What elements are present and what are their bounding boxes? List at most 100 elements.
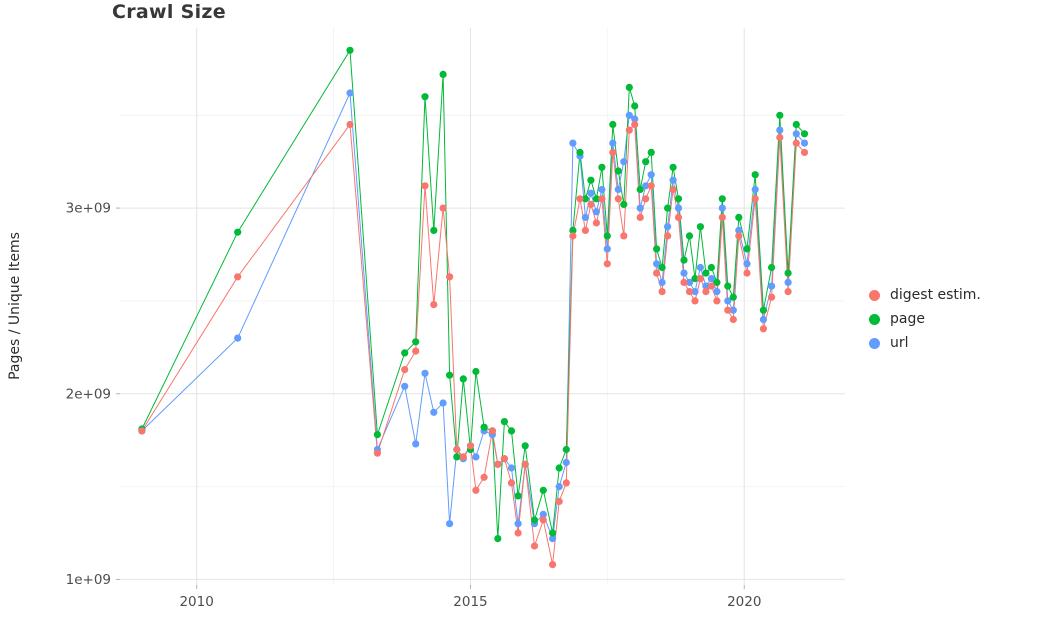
data-point <box>647 171 655 179</box>
data-point <box>555 483 563 491</box>
data-point <box>702 282 710 290</box>
data-point <box>664 204 672 212</box>
data-point <box>751 195 759 203</box>
data-point <box>562 445 570 454</box>
legend-label: digest estim. <box>890 287 981 303</box>
data-point <box>702 269 710 277</box>
data-point <box>680 256 688 264</box>
data-point <box>680 278 688 286</box>
data-point <box>713 278 721 286</box>
digest-point-icon <box>869 289 880 301</box>
data-point <box>514 529 522 537</box>
data-point <box>631 120 639 129</box>
data-point <box>430 408 438 416</box>
data-point <box>439 70 447 78</box>
data-point <box>743 269 751 277</box>
data-point <box>759 306 768 314</box>
data-point <box>587 176 595 184</box>
data-point <box>669 176 677 184</box>
data-point <box>507 427 516 435</box>
data-point <box>614 195 622 203</box>
data-point <box>421 182 429 190</box>
data-point <box>707 263 716 272</box>
data-point <box>800 148 809 156</box>
data-point <box>751 185 759 194</box>
data-point <box>234 334 242 342</box>
data-point <box>598 195 606 203</box>
data-point <box>234 228 242 236</box>
data-point <box>784 288 792 296</box>
url-point-icon <box>869 337 880 349</box>
data-point <box>614 167 622 175</box>
data-point <box>507 479 516 487</box>
data-point <box>653 269 661 277</box>
data-point <box>581 226 590 234</box>
data-point <box>729 315 737 324</box>
data-point <box>691 297 699 305</box>
data-point <box>642 158 650 166</box>
data-point <box>373 449 381 457</box>
data-point <box>539 486 547 494</box>
data-point <box>784 269 792 277</box>
data-point <box>598 163 606 171</box>
data-point <box>521 460 529 468</box>
y-tick-label: 3e+09 <box>66 201 111 217</box>
data-point <box>713 297 721 305</box>
data-point <box>696 275 705 283</box>
data-point <box>685 288 694 296</box>
data-point <box>625 126 633 134</box>
data-point <box>603 232 611 240</box>
data-point <box>507 464 516 472</box>
data-point <box>555 464 563 472</box>
data-point <box>401 366 409 374</box>
data-point <box>500 418 508 426</box>
data-point <box>421 369 429 377</box>
data-point <box>636 213 644 221</box>
data-point <box>549 529 557 537</box>
data-point <box>576 195 584 203</box>
data-point <box>494 460 502 468</box>
data-point <box>459 453 467 461</box>
data-point <box>669 185 677 194</box>
data-point <box>581 195 590 203</box>
data-point <box>776 126 784 134</box>
data-point <box>784 278 792 286</box>
data-point <box>724 306 732 314</box>
data-point <box>472 453 480 461</box>
data-point <box>713 288 721 296</box>
data-point <box>743 260 751 268</box>
data-point <box>569 226 577 234</box>
data-point <box>724 282 732 290</box>
data-point <box>346 120 354 129</box>
data-point <box>539 516 547 524</box>
data-point <box>658 278 666 286</box>
data-point <box>718 213 726 221</box>
data-point <box>453 453 461 461</box>
legend-item: url <box>869 331 981 355</box>
data-point <box>581 213 590 221</box>
data-point <box>696 263 705 272</box>
data-point <box>792 130 800 138</box>
data-point <box>792 120 800 129</box>
data-point <box>674 195 683 203</box>
data-point <box>636 204 644 212</box>
data-point <box>401 349 409 357</box>
data-point <box>680 269 688 277</box>
data-point <box>373 431 381 439</box>
data-point <box>631 115 639 123</box>
chart-title: Crawl Size <box>112 1 226 23</box>
data-point <box>587 200 595 208</box>
data-point <box>653 260 661 268</box>
data-point <box>592 208 601 216</box>
data-point <box>430 301 438 309</box>
data-point <box>620 232 628 240</box>
data-point <box>735 226 743 234</box>
data-point <box>729 306 737 314</box>
data-point <box>751 171 759 179</box>
data-point <box>521 442 529 450</box>
data-point <box>439 399 447 407</box>
data-point <box>718 195 726 203</box>
data-point <box>603 260 611 268</box>
